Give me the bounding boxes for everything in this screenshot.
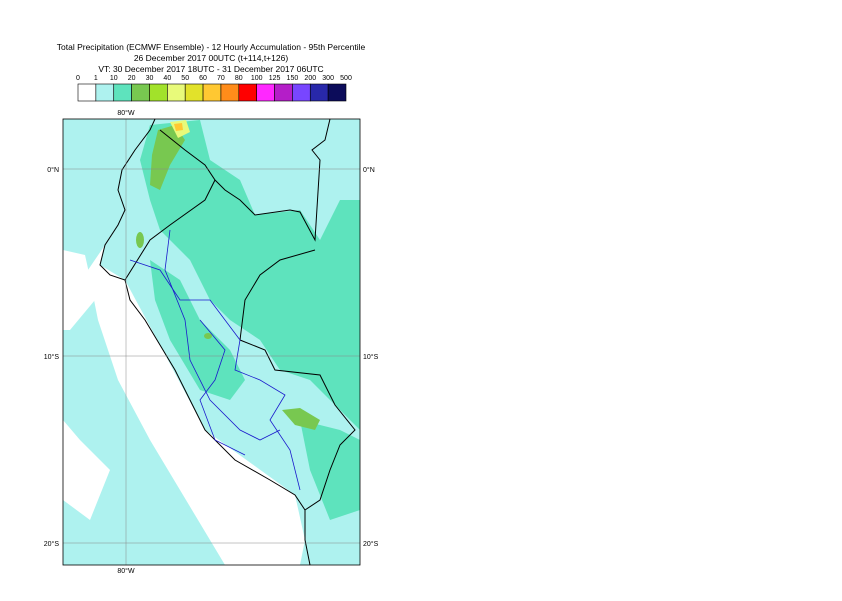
legend-label: 30 (146, 75, 154, 82)
legend-label: 20 (128, 75, 136, 82)
lon-label: 80°W (117, 109, 135, 117)
legend-swatch (274, 83, 293, 102)
title-line: 26 December 2017 00UTC (t+114,t+126) (134, 53, 289, 63)
lat-label: 20°S (44, 540, 60, 548)
legend-label: 200 (304, 75, 316, 82)
legend-label: 500 (340, 75, 352, 82)
legend-swatch (184, 83, 204, 102)
title-line: VT: 30 December 2017 18UTC - 31 December… (98, 64, 323, 74)
legend-swatch (309, 83, 329, 102)
legend-swatch (292, 83, 311, 102)
legend-swatch (149, 83, 168, 102)
legend-label: 150 (287, 75, 299, 82)
legend-label: 1 (94, 75, 98, 82)
legend-swatch (113, 83, 132, 102)
legend-swatch (220, 83, 240, 102)
admin-borders (129, 229, 301, 491)
legend-swatch (77, 83, 97, 102)
legend-swatch (238, 83, 257, 102)
legend-label: 80 (235, 75, 243, 82)
legend-swatch (327, 83, 347, 102)
legend-swatch (202, 83, 222, 102)
legend-swatch (256, 83, 275, 102)
legend-label: 10 (110, 75, 118, 82)
lat-label: 20°S (363, 540, 379, 548)
map-frame (62, 118, 361, 566)
coastline (99, 118, 356, 566)
legend-label: 0 (76, 75, 80, 82)
lat-label: 0°N (47, 166, 59, 174)
lat-label: 10°S (44, 353, 60, 361)
legend-label: 40 (163, 75, 171, 82)
lat-label: 0°N (363, 166, 375, 174)
legend: 0 1 10 20 30 40 50 60 70 80 100 125 150 200 300 500 (76, 75, 352, 102)
legend-swatch (131, 83, 150, 102)
title-line: Total Precipitation (ECMWF Ensemble) - 1… (57, 42, 366, 52)
lon-label: 80°W (117, 567, 135, 575)
legend-label: 125 (269, 75, 281, 82)
legend-label: 60 (199, 75, 207, 82)
precip-field (63, 119, 360, 565)
lat-label: 10°S (363, 353, 379, 361)
graticule (63, 119, 360, 565)
legend-label: 100 (251, 75, 263, 82)
legend-swatch (95, 83, 115, 102)
legend-label: 300 (322, 75, 334, 82)
legend-label: 50 (181, 75, 189, 82)
legend-label: 70 (217, 75, 225, 82)
legend-swatch (167, 83, 186, 102)
